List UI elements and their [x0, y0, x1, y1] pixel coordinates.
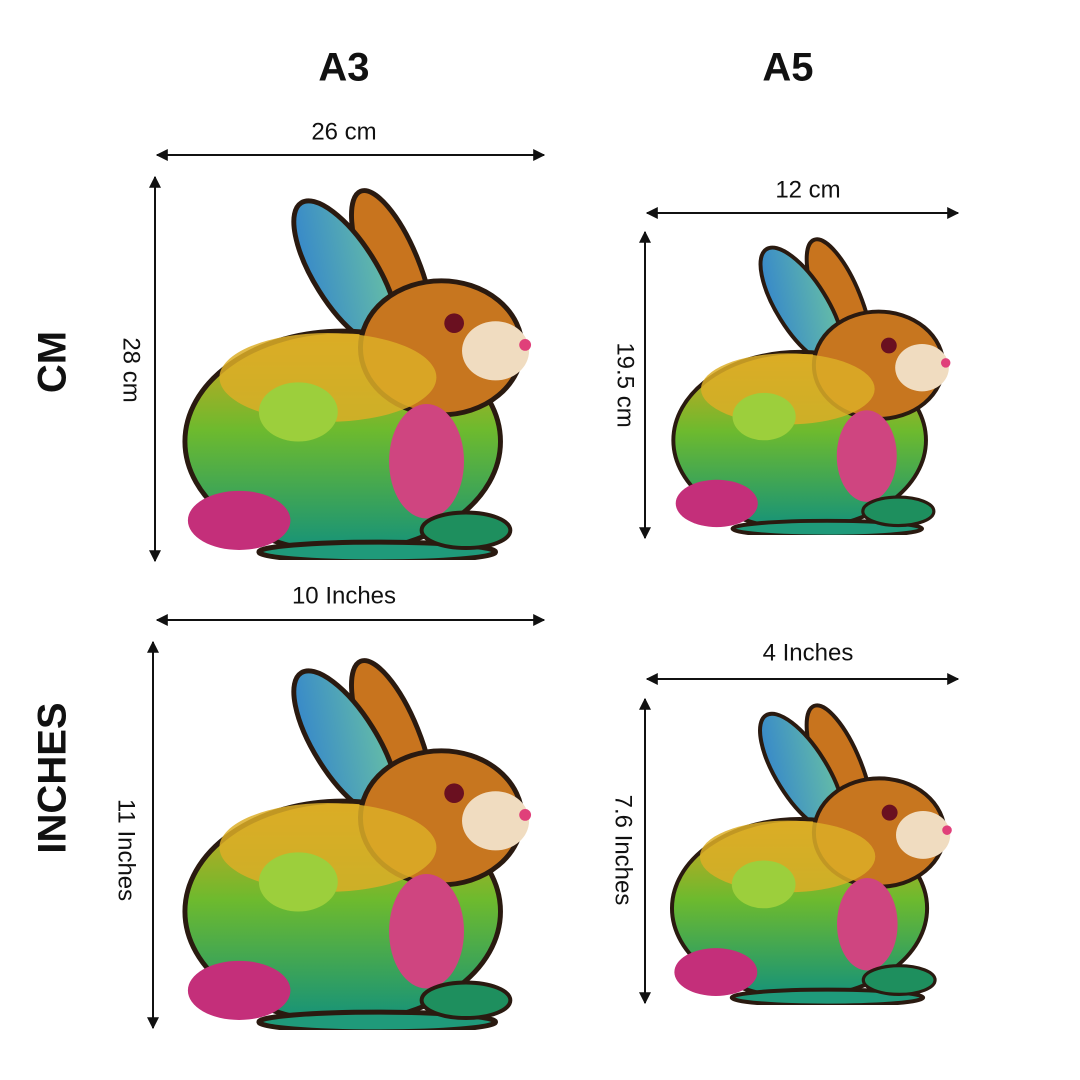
- height-label: 19.5 cm: [612, 342, 639, 427]
- width-label: 4 Inches: [763, 639, 854, 666]
- height-label: 28 cm: [118, 337, 145, 402]
- column-title: A5: [762, 46, 813, 90]
- height-label: 11 Inches: [113, 799, 140, 901]
- rabbit-image: [672, 698, 952, 1006]
- row-title: INCHES: [31, 702, 75, 853]
- width-label: 10 Inches: [292, 582, 396, 609]
- width-label: 26 cm: [311, 118, 376, 145]
- rabbit-image: [185, 651, 531, 1032]
- width-label: 12 cm: [775, 176, 840, 203]
- column-title: A3: [318, 46, 369, 90]
- row-title: CM: [31, 331, 75, 393]
- rabbit-image: [671, 235, 953, 535]
- rabbit-image: [185, 181, 531, 562]
- height-label: 7.6 Inches: [610, 795, 637, 906]
